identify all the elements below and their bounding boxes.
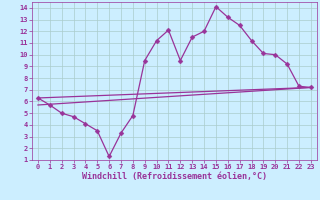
- X-axis label: Windchill (Refroidissement éolien,°C): Windchill (Refroidissement éolien,°C): [82, 172, 267, 181]
